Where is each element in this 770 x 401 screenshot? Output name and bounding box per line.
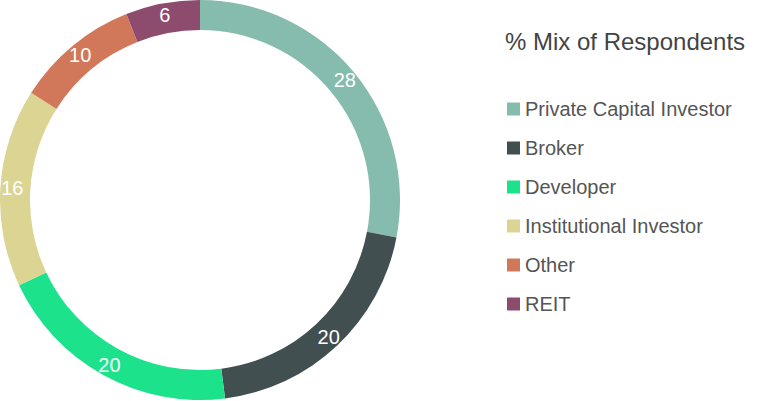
svg-text:16: 16	[1, 177, 23, 199]
svg-text:Broker: Broker	[525, 137, 584, 159]
svg-text:28: 28	[334, 69, 356, 91]
svg-text:Developer: Developer	[525, 176, 617, 198]
svg-text:20: 20	[318, 326, 340, 348]
svg-text:Other: Other	[525, 254, 575, 276]
svg-text:10: 10	[69, 44, 91, 66]
svg-text:6: 6	[159, 4, 170, 26]
svg-text:% Mix of Respondents: % Mix of Respondents	[505, 28, 745, 55]
svg-text:Institutional Investor: Institutional Investor	[525, 215, 703, 237]
svg-text:20: 20	[98, 354, 120, 376]
svg-text:REIT: REIT	[525, 293, 571, 315]
svg-text:Private Capital Investor: Private Capital Investor	[525, 98, 732, 120]
